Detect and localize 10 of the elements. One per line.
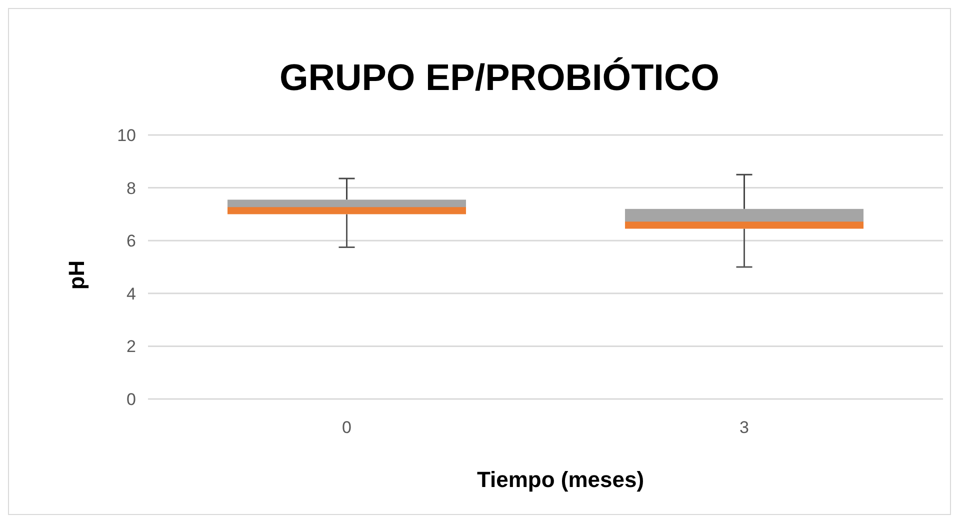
y-axis-title: pH bbox=[64, 260, 89, 290]
y-tick-label: 0 bbox=[126, 390, 136, 409]
chart-title: GRUPO EP/PROBIÓTICO bbox=[280, 57, 720, 98]
y-tick-label: 6 bbox=[126, 232, 136, 251]
x-tick-label: 3 bbox=[740, 418, 749, 437]
y-tick-label: 8 bbox=[126, 178, 136, 198]
y-tick-label: 10 bbox=[117, 126, 136, 145]
y-tick-label: 2 bbox=[126, 337, 136, 356]
y-tick-label: 4 bbox=[126, 284, 136, 304]
x-axis-title: Tiempo (meses) bbox=[476, 467, 644, 492]
